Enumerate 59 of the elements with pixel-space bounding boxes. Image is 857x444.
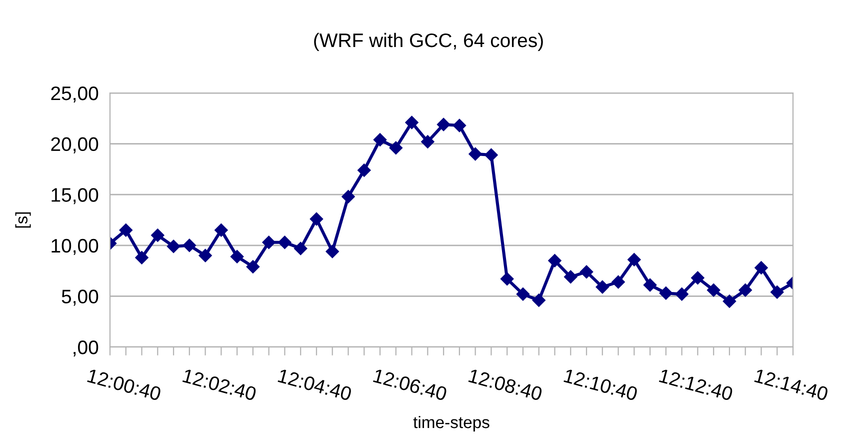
point bbox=[151, 228, 164, 242]
point bbox=[214, 224, 228, 237]
y-tick-label: 10,00 bbox=[52, 238, 98, 255]
point bbox=[516, 288, 530, 301]
point bbox=[198, 248, 212, 262]
point bbox=[182, 238, 196, 252]
point bbox=[643, 278, 657, 292]
x-tick-label: 12:14:40 bbox=[754, 368, 829, 401]
point bbox=[691, 271, 704, 284]
point bbox=[564, 270, 578, 284]
x-tick-label: 12:10:40 bbox=[564, 368, 638, 401]
point bbox=[326, 244, 339, 258]
point bbox=[754, 261, 768, 274]
point bbox=[262, 236, 276, 249]
point bbox=[135, 251, 148, 264]
point bbox=[389, 141, 402, 154]
point bbox=[294, 242, 308, 256]
x-tick-label: 12:02:40 bbox=[182, 368, 257, 401]
point bbox=[596, 280, 609, 294]
point bbox=[675, 288, 688, 301]
x-tick-label: 12:12:40 bbox=[658, 368, 734, 401]
y-tick-label: 20,00 bbox=[51, 137, 98, 154]
point bbox=[484, 148, 498, 162]
point bbox=[722, 294, 736, 308]
point bbox=[659, 286, 673, 300]
x-tick-label: 12:00:40 bbox=[87, 368, 162, 401]
point bbox=[500, 272, 514, 286]
point bbox=[246, 260, 260, 274]
point bbox=[405, 116, 418, 130]
x-tick-label: 12:08:40 bbox=[468, 368, 543, 401]
point bbox=[230, 250, 244, 264]
point bbox=[706, 284, 720, 297]
y-axis-title: [s] bbox=[15, 212, 31, 228]
point bbox=[436, 118, 450, 132]
point bbox=[166, 240, 180, 254]
point bbox=[119, 224, 132, 237]
point bbox=[628, 253, 641, 266]
y-tick-label: 15,00 bbox=[52, 188, 98, 204]
chart-title: (WRF with GCC, 64 cores) bbox=[314, 32, 543, 52]
point bbox=[421, 135, 434, 148]
point bbox=[770, 286, 784, 299]
x-tick-label: 12:04:40 bbox=[278, 368, 352, 401]
point bbox=[580, 265, 594, 278]
point bbox=[452, 118, 466, 132]
point bbox=[738, 284, 752, 297]
x-axis-title: time-steps bbox=[413, 416, 490, 432]
y-tick-label: 25,00 bbox=[51, 86, 98, 103]
y-tick-label: ,00 bbox=[74, 340, 98, 357]
point bbox=[612, 275, 625, 289]
point bbox=[310, 212, 324, 226]
point bbox=[373, 133, 387, 146]
point bbox=[548, 254, 562, 268]
point bbox=[278, 236, 292, 249]
y-tick-label: 5,00 bbox=[62, 290, 98, 306]
x-tick-label: 12:06:40 bbox=[372, 368, 448, 401]
point bbox=[532, 294, 546, 307]
point bbox=[358, 164, 371, 177]
point bbox=[468, 147, 482, 161]
point bbox=[342, 190, 355, 204]
